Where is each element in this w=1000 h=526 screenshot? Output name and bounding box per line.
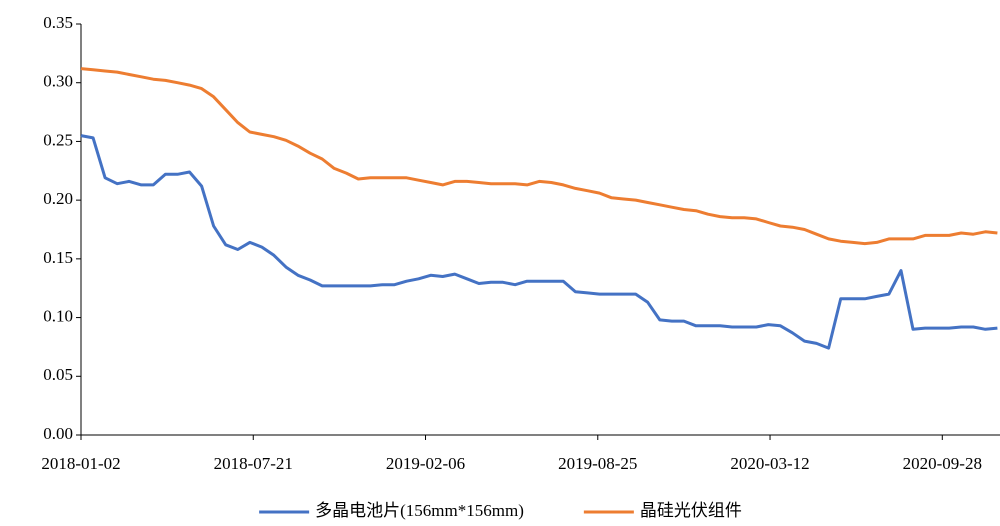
- y-tick-label: 0.00: [43, 424, 73, 443]
- x-tick-label: 2019-08-25: [558, 454, 637, 473]
- x-tick-label: 2020-03-12: [730, 454, 809, 473]
- series-line: [80, 67, 998, 246]
- x-tick-label: 2020-09-28: [903, 454, 982, 473]
- legend-label: 晶硅光伏组件: [640, 501, 742, 520]
- x-tick-label: 2019-02-06: [386, 454, 465, 473]
- legend-label: 多晶电池片(156mm*156mm): [315, 501, 524, 520]
- y-tick-label: 0.25: [43, 130, 73, 149]
- y-tick-label: 0.05: [43, 365, 73, 384]
- x-tick-label: 2018-01-02: [41, 454, 120, 473]
- y-tick-label: 0.30: [43, 72, 73, 91]
- y-tick-label: 0.15: [43, 248, 73, 267]
- x-tick-label: 2018-07-21: [214, 454, 293, 473]
- y-tick-label: 0.35: [43, 13, 73, 32]
- y-tick-label: 0.10: [43, 306, 73, 325]
- y-tick-label: 0.20: [43, 189, 73, 208]
- series-line: [80, 134, 998, 350]
